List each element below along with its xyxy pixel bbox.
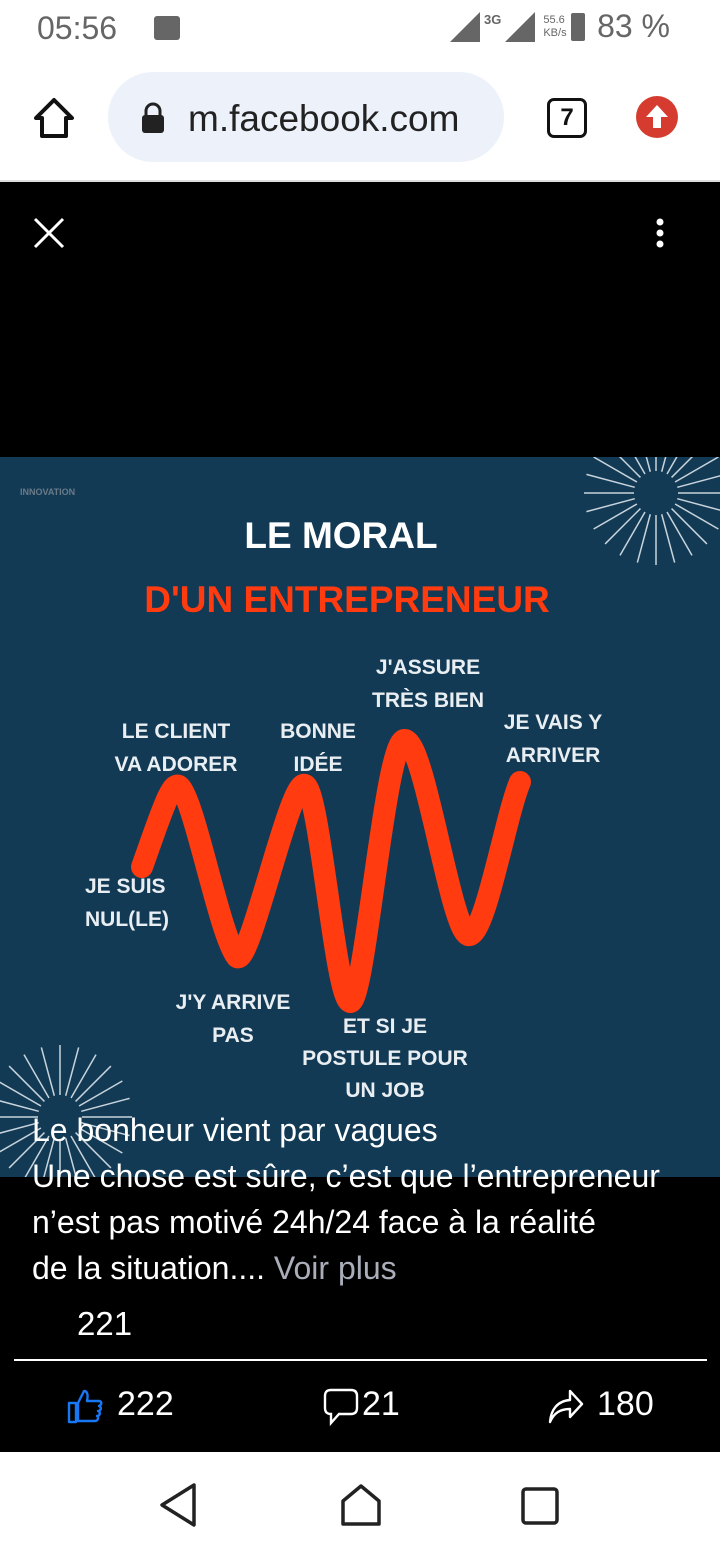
burst-ray (586, 497, 635, 513)
burst-ray (674, 457, 719, 483)
burst-ray (604, 508, 641, 545)
speed-unit: KB/s (543, 27, 567, 39)
burst-ray (70, 1054, 97, 1099)
back-icon[interactable] (158, 1482, 198, 1528)
burst-ray (75, 1132, 112, 1169)
burst-ray (78, 1080, 123, 1107)
burst-ray (586, 473, 635, 489)
burst-ray (43, 1138, 56, 1177)
comment-count[interactable]: 21 (362, 1385, 400, 1423)
comment-icon[interactable] (323, 1388, 359, 1426)
label-arrive-pas: J'Y ARRIVE PAS (175, 991, 291, 1047)
burst-ray (593, 457, 638, 483)
burst-ray (660, 457, 667, 472)
label-vais-arriver: JE VAIS Y ARRIVER (503, 711, 603, 767)
burst-ray (0, 1081, 42, 1107)
burst-ray (64, 1138, 77, 1177)
label-bonne-idee: BONNE IDÉE (280, 720, 356, 776)
signal-icon (450, 12, 480, 42)
home-nav-icon[interactable] (340, 1483, 382, 1527)
caption-line-3: de la situation.... Voir plus (32, 1250, 397, 1286)
burst-ray (40, 1047, 56, 1096)
recents-icon[interactable] (521, 1487, 559, 1525)
burst-ray (634, 457, 646, 475)
battery-level: 83 % (597, 8, 670, 44)
burst-ray (666, 511, 693, 556)
burst-ray (674, 503, 719, 530)
speed-value: 55.6 (543, 14, 565, 26)
label-postule: ET SI JE POSTULE POUR UN JOB (302, 1015, 468, 1102)
post-image[interactable]: INNOVATION LE MORAL D'UN ENTREPRENEUR LE… (0, 457, 720, 1177)
burst-ray (645, 457, 652, 472)
gallery-notification-icon (154, 16, 180, 40)
share-count[interactable]: 180 (597, 1385, 654, 1423)
burst-ray (75, 1065, 112, 1102)
burst-ray (8, 1065, 45, 1102)
burst-ray (636, 514, 652, 563)
burst-ray (660, 514, 676, 563)
close-icon[interactable] (32, 216, 66, 250)
caption-line-1: Une chose est sûre, c’est que l’entrepre… (32, 1158, 660, 1194)
burst-ray (671, 508, 708, 545)
see-more-link[interactable]: Voir plus (273, 1250, 397, 1286)
brand-logo: INNOVATION (20, 487, 76, 497)
status-bar: 05:56 3G 55.6 KB/s 83 % (0, 0, 720, 58)
label-nul: JE SUIS NUL(LE) (85, 875, 169, 931)
burst-ray (677, 475, 720, 489)
divider (14, 1359, 707, 1361)
battery-icon (570, 13, 585, 41)
burst-ray (0, 1121, 39, 1134)
lock-icon (142, 102, 164, 133)
tab-switcher-button[interactable]: 7 (547, 98, 587, 138)
url-text[interactable]: m.facebook.com (188, 98, 460, 139)
image-subtitle: D'UN ENTREPRENEUR (144, 579, 550, 620)
share-icon[interactable] (548, 1388, 584, 1424)
burst-ray (677, 497, 720, 511)
burst-ray (78, 1127, 123, 1154)
burst-ray (619, 511, 646, 556)
caption-line-2: n’est pas motivé 24h/24 face à la réalit… (32, 1204, 596, 1240)
burst-ray (70, 1135, 96, 1177)
starburst-decoration (0, 457, 720, 1177)
burst-ray (8, 1132, 45, 1169)
label-client: LE CLIENT VA ADORER (114, 720, 238, 776)
burst-ray (81, 1121, 130, 1137)
address-bar[interactable] (108, 72, 504, 162)
signal-icon-2 (505, 12, 536, 42)
clock: 05:56 (37, 10, 118, 46)
burst-ray (618, 457, 641, 478)
network-type: 3G (484, 12, 502, 27)
browser-toolbar: m.facebook.com 7 (0, 58, 720, 182)
burst-ray (0, 1100, 39, 1113)
reactions-count[interactable]: 221 (77, 1305, 133, 1342)
more-options-icon[interactable] (654, 218, 666, 248)
like-icon[interactable] (67, 1388, 103, 1424)
burst-ray (23, 1054, 50, 1099)
burst-ray (671, 457, 694, 478)
burst-ray (24, 1135, 50, 1177)
label-assure: J'ASSURE TRÈS BIEN (371, 656, 485, 712)
image-title: LE MORAL (244, 515, 438, 556)
burst-ray (666, 457, 678, 475)
wave-line (131, 728, 531, 1014)
burst-ray (593, 503, 638, 530)
home-icon[interactable] (32, 96, 76, 140)
burst-ray (0, 1127, 42, 1153)
upload-icon[interactable] (636, 96, 678, 138)
like-count[interactable]: 222 (117, 1385, 174, 1423)
burst-ray (64, 1047, 80, 1096)
system-nav-bar (0, 1452, 720, 1560)
caption-headline: Le bonheur vient par vagues (32, 1112, 438, 1148)
burst-ray (81, 1097, 130, 1113)
